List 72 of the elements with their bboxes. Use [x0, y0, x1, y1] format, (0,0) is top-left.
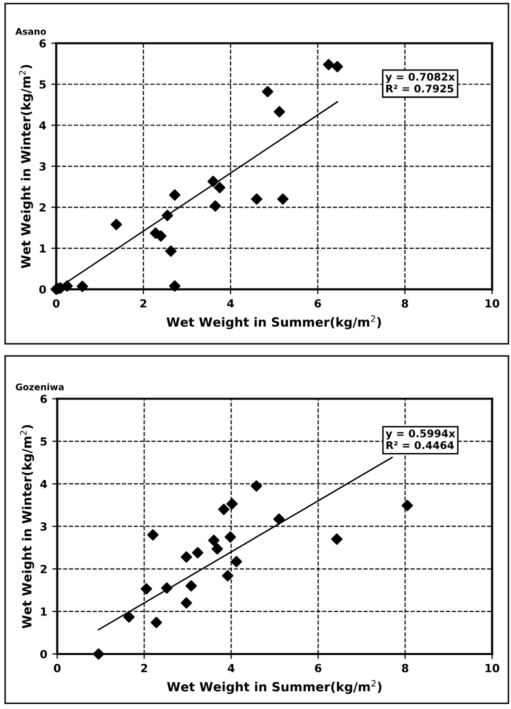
y-tick-label: 4: [39, 121, 46, 130]
point: [212, 543, 223, 555]
point: [61, 280, 73, 292]
x-tick-label: 4: [227, 299, 234, 308]
annotation: y = 0.5994x R² = 0.4464: [386, 429, 456, 450]
annotation: y = 0.7082x R² = 0.7925: [385, 72, 455, 92]
y-axis-title: Wet Weight in Winter(kg/m$^{2}$): [20, 425, 34, 628]
y-tick-label: 4: [40, 480, 47, 488]
point: [214, 182, 226, 194]
point: [402, 500, 413, 512]
point: [332, 60, 344, 72]
x-axis-title: Wet Weight in Summer(kg/m$^{2}$): [167, 680, 382, 694]
point: [180, 597, 192, 609]
point: [277, 193, 289, 205]
point: [224, 531, 236, 543]
point: [250, 480, 262, 492]
y-tick-label: 5: [40, 437, 47, 446]
y-tick-label: 5: [40, 80, 46, 89]
x-tick-label: 0: [54, 664, 61, 672]
point: [273, 513, 285, 525]
y-tick-label: 1: [41, 608, 47, 616]
point: [262, 86, 274, 98]
chart-title: Gozeniwa: [16, 383, 64, 390]
point: [222, 570, 234, 582]
y-tick-label: 6: [39, 39, 46, 48]
point: [218, 504, 230, 516]
point: [226, 498, 238, 510]
point: [207, 176, 219, 188]
x-tick-label: 10: [486, 664, 500, 672]
point: [140, 583, 152, 595]
y-tick-label: 2: [40, 564, 47, 574]
x-tick-label: 6: [314, 299, 322, 308]
y-tick-label: 0: [40, 650, 47, 658]
x-tick-label: 8: [402, 664, 408, 672]
point: [192, 547, 204, 558]
x-tick-label: 2: [141, 664, 148, 672]
point: [169, 280, 180, 292]
x-tick-label: 2: [140, 299, 146, 308]
chart-title: Asano: [15, 28, 46, 35]
point: [110, 218, 122, 230]
x-tick-label: 6: [314, 664, 322, 672]
y-tick-label: 3: [40, 162, 46, 171]
point: [208, 534, 220, 546]
x-tick-label: 0: [52, 299, 60, 308]
point: [92, 648, 104, 660]
point: [161, 582, 173, 594]
point: [162, 210, 174, 222]
point: [331, 533, 343, 545]
point: [150, 616, 162, 628]
x-tick-label: 10: [486, 299, 500, 308]
y-tick-label: 1: [40, 244, 46, 252]
x-tick-label: 4: [228, 664, 235, 672]
point: [169, 189, 180, 201]
x-tick-label: 8: [402, 299, 408, 308]
y-tick-label: 0: [39, 285, 46, 294]
point: [251, 193, 262, 205]
y-tick-label: 3: [40, 522, 47, 531]
y-tick-label: 2: [40, 203, 46, 212]
point: [123, 611, 135, 623]
point: [210, 200, 222, 212]
point: [230, 556, 242, 568]
y-tick-label: 6: [40, 394, 47, 404]
point: [76, 280, 88, 292]
point: [147, 529, 159, 541]
point: [322, 58, 334, 70]
point: [180, 551, 192, 563]
y-axis-title: Wet Weight in Winter(kg/m$^{2}$): [19, 64, 34, 268]
point: [274, 106, 286, 118]
x-axis-title: Wet Weight in Summer(kg/m$^{2}$): [166, 315, 381, 330]
point: [165, 245, 177, 257]
point: [185, 580, 197, 592]
point: [155, 230, 167, 242]
